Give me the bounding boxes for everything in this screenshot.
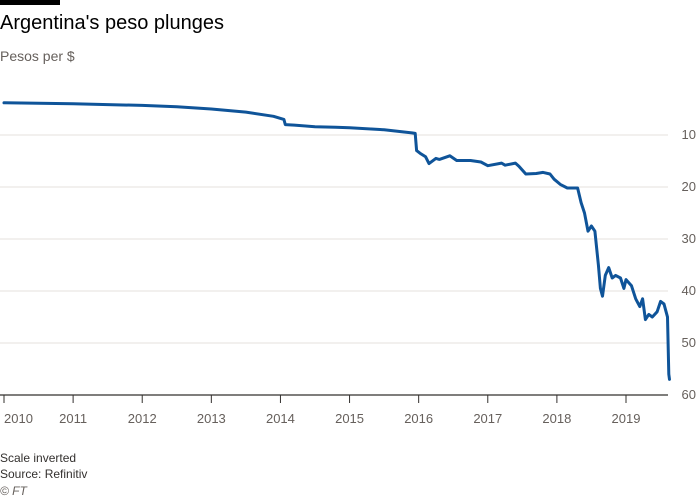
y-tick-label: 10 xyxy=(682,127,696,142)
chart-title: Argentina's peso plunges xyxy=(0,12,224,34)
scale-note: Scale inverted xyxy=(0,451,77,465)
x-tick-label: 2010 xyxy=(4,411,33,426)
x-tick-label: 2019 xyxy=(612,411,641,426)
x-axis: 2010 2011 2012 2013 2014 2015 2016 2017 2018 2019 xyxy=(3,395,641,426)
x-tick-label: 2014 xyxy=(266,411,295,426)
y-tick-label: 30 xyxy=(682,231,696,246)
y-axis: 10 20 30 40 50 60 xyxy=(682,127,696,402)
x-tick-label: 2018 xyxy=(542,411,571,426)
top-rule xyxy=(0,0,60,5)
ft-credit: © FT xyxy=(0,484,27,498)
x-tick-label: 2016 xyxy=(404,411,433,426)
series-line xyxy=(2,101,671,381)
series xyxy=(2,101,671,381)
x-tick-label: 2013 xyxy=(197,411,226,426)
x-tick-label: 2012 xyxy=(128,411,157,426)
y-tick-label: 40 xyxy=(682,283,696,298)
x-tick-label: 2017 xyxy=(473,411,502,426)
y-tick-label: 60 xyxy=(682,387,696,402)
y-tick-label: 50 xyxy=(682,335,696,350)
y-tick-label: 20 xyxy=(682,179,696,194)
line-chart: 2010 2011 2012 2013 2014 2015 2016 2017 2018 2019… xyxy=(0,101,696,426)
source-note: Source: Refinitiv xyxy=(0,467,88,481)
x-tick-label: 2015 xyxy=(335,411,364,426)
chart-subtitle: Pesos per $ xyxy=(0,48,75,64)
gridlines xyxy=(0,134,668,396)
x-tick-label: 2011 xyxy=(59,411,87,426)
